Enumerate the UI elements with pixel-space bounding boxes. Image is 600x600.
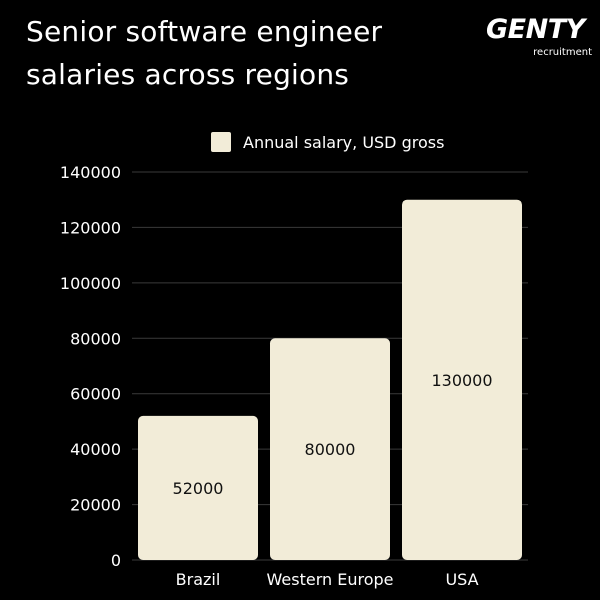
legend-swatch bbox=[211, 132, 231, 152]
x-tick-label: Western Europe bbox=[267, 570, 394, 589]
bar-brazil bbox=[138, 415, 258, 560]
legend: Annual salary, USD gross bbox=[211, 132, 444, 152]
y-axis-ticks: 0 20000 40000 60000 80000 100000 120000 140000 bbox=[60, 163, 121, 570]
y-tick-label: 100000 bbox=[60, 274, 121, 293]
x-axis-labels: Brazil Western Europe USA bbox=[176, 570, 479, 589]
chart-title: Senior software engineer salaries across… bbox=[26, 10, 446, 96]
y-tick-label: 0 bbox=[111, 551, 121, 570]
chart-title-line-1: Senior software engineer bbox=[26, 15, 383, 48]
logo-subtitle: recruitment bbox=[533, 47, 592, 58]
y-tick-label: 60000 bbox=[70, 385, 121, 404]
x-tick-label: Brazil bbox=[176, 570, 221, 589]
y-tick-label: 80000 bbox=[70, 329, 121, 348]
bar-western-europe bbox=[270, 338, 390, 560]
y-tick-label: 40000 bbox=[70, 440, 121, 459]
legend-label: Annual salary, USD gross bbox=[243, 133, 444, 152]
logo-wordmark: GENTY bbox=[486, 14, 585, 45]
chart-title-line-2: salaries across regions bbox=[26, 58, 350, 91]
y-tick-label: 120000 bbox=[60, 218, 121, 237]
bar-value-labels: 52000 80000 130000 bbox=[173, 371, 493, 498]
bar-value-label: 80000 bbox=[305, 440, 356, 459]
y-tick-label: 20000 bbox=[70, 496, 121, 515]
y-tick-label: 140000 bbox=[60, 163, 121, 182]
bar-usa bbox=[402, 199, 522, 560]
genty-logo: GENTY recruitment bbox=[486, 14, 596, 62]
x-tick-label: USA bbox=[445, 570, 478, 589]
bar-value-label: 130000 bbox=[431, 371, 492, 390]
bars bbox=[138, 199, 522, 560]
bar-value-label: 52000 bbox=[173, 479, 224, 498]
